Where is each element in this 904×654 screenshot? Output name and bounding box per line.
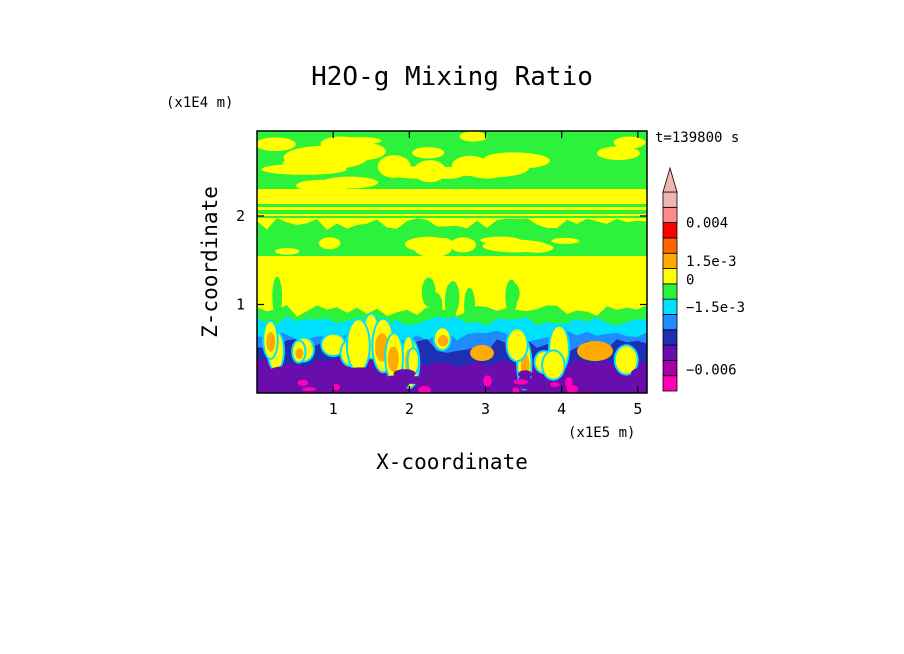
- colorbar-segment: [662, 344, 678, 361]
- mid-dry-patch: [551, 237, 580, 244]
- x-tick-label: 3: [481, 400, 490, 418]
- x-axis: 1 2 3 4 5: [329, 131, 642, 418]
- upper-dry-patch: [377, 155, 411, 178]
- plume: [615, 346, 637, 374]
- colorbar-segment: [662, 191, 678, 208]
- surface-dry-patch: [631, 367, 647, 379]
- contour-field: [257, 131, 647, 393]
- plume-core: [295, 348, 304, 360]
- colorbar-segment: [662, 252, 678, 269]
- plume-core: [470, 345, 494, 361]
- mid-dry-patch: [482, 239, 548, 253]
- x-tick-label: 2: [405, 400, 414, 418]
- surface-dry-patch: [353, 376, 376, 384]
- colorbar-segment: [662, 359, 678, 377]
- y-unit-label: (x1E4 m): [166, 95, 233, 111]
- colorbar-label: 0.004: [686, 216, 728, 232]
- surface-extreme: [483, 375, 492, 387]
- plume: [408, 349, 418, 374]
- colorbar-label: 0: [686, 272, 694, 288]
- surface-dry-patch: [316, 376, 349, 393]
- colorbar-segment: [662, 222, 678, 239]
- y-tick-label: 2: [236, 207, 245, 225]
- surface-dry-patch: [598, 375, 623, 393]
- surface-extreme: [550, 382, 560, 388]
- mid-dry-patch: [275, 247, 300, 255]
- surface-extreme: [297, 379, 309, 386]
- surface-extreme: [302, 387, 317, 392]
- colorbar-segment: [662, 375, 678, 392]
- surface-dry-patch: [381, 375, 410, 391]
- colorbar-segment: [662, 283, 678, 300]
- chart-title: H2O-g Mixing Ratio: [311, 62, 593, 92]
- plume-core: [266, 331, 276, 352]
- top-dry-patch: [613, 136, 646, 149]
- x-unit-label: (x1E5 m): [568, 425, 635, 441]
- surface-dry-patch: [274, 373, 315, 392]
- colorbar-label: 1.5e-3: [686, 254, 737, 270]
- layer-stripe: [257, 210, 647, 214]
- x-tick-label: 5: [633, 400, 642, 418]
- mid-dry-patch: [318, 237, 341, 250]
- time-label: t=139800 s: [655, 130, 739, 146]
- top-dry-patch: [257, 137, 296, 152]
- surface-extreme: [332, 383, 341, 391]
- mid-dry-patch: [404, 236, 452, 252]
- upper-dry-patch: [282, 157, 338, 168]
- colorbar-segment: [662, 329, 678, 346]
- top-dry-patch: [459, 131, 488, 142]
- low-moist-streak: [272, 276, 283, 317]
- plot-frame: [256, 130, 648, 394]
- mid-dry-patch: [449, 237, 476, 253]
- surface-extreme: [566, 384, 579, 393]
- top-dry-patch: [412, 147, 445, 159]
- upper-dry-patch: [321, 176, 379, 189]
- colorbar-segment: [662, 206, 678, 224]
- plume-core: [387, 346, 399, 372]
- top-dry-patch: [597, 146, 640, 161]
- colorbar-segment: [662, 298, 678, 315]
- layer-stripe: [257, 216, 647, 218]
- colorbar-segment: [662, 314, 678, 331]
- plume: [507, 329, 527, 361]
- colorbar-label: −1.5e-3: [686, 300, 745, 316]
- top-dry-patch: [320, 136, 362, 152]
- surface-dry-patch: [520, 380, 560, 387]
- surface-dry-patch: [343, 367, 378, 377]
- y-axis-label: Z-coordinate: [198, 186, 222, 338]
- layer-stripe: [257, 204, 647, 207]
- x-axis-label: X-coordinate: [376, 450, 528, 474]
- surface-dry-patch: [518, 370, 533, 379]
- low-moist-streak: [421, 277, 436, 307]
- plume: [322, 334, 345, 356]
- plume: [347, 320, 369, 371]
- x-tick-label: 1: [329, 400, 338, 418]
- y-tick-label: 1: [236, 295, 245, 313]
- surface-extreme: [513, 379, 529, 385]
- low-moist-streak: [446, 280, 460, 315]
- colorbar-label: −0.006: [686, 363, 737, 379]
- surface-extreme: [512, 387, 520, 393]
- surface-dry-patch: [555, 377, 591, 392]
- y-axis: 12: [236, 207, 647, 313]
- colorbar: 0.004 1.5e-3 0 −1.5e-3 −0.006: [662, 166, 745, 392]
- colorbar-segment: [662, 268, 678, 285]
- plume-core: [437, 335, 449, 347]
- upper-dry-patch: [455, 158, 529, 178]
- low-moist-streak: [508, 283, 520, 304]
- colorbar-extend-arrow: [662, 166, 678, 193]
- colorbar-segment: [662, 237, 678, 254]
- x-tick-label: 4: [557, 400, 566, 418]
- plume: [543, 351, 564, 379]
- surface-extreme: [418, 385, 432, 393]
- plume-core: [577, 341, 613, 361]
